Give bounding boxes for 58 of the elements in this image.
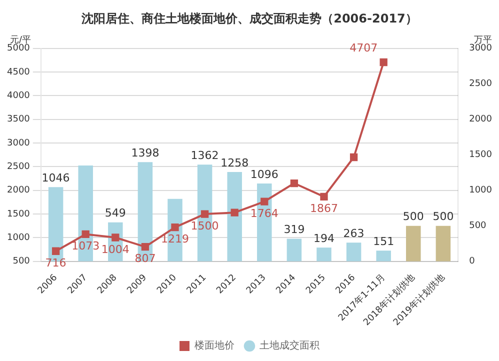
data-label: 1046 [42,171,70,184]
data-label: 194 [314,232,334,245]
data-label: 1398 [131,146,160,160]
y-tick-label: 4500 [7,67,30,78]
bar [286,238,302,262]
point [200,210,209,218]
point [171,223,179,232]
data-label: 500 [432,210,454,224]
bar [227,172,242,262]
point [380,58,388,66]
y-tick-label: 1500 [7,209,30,220]
y2-tick-label: 3000 [469,44,492,54]
point [320,192,328,200]
y2-tick-label: 1000 [469,186,492,196]
data-label: 1219 [161,232,189,246]
bar [138,162,153,262]
data-label: 263 [343,227,364,240]
data-label: 1258 [220,156,249,170]
data-label: 716 [45,256,66,270]
data-label: 1867 [310,202,338,216]
legend-label: 土地成交面积 [260,340,320,352]
y2-tick-label: 1500 [469,150,492,160]
point [350,153,358,162]
bar [346,242,362,262]
data-label: 1764 [250,206,278,220]
bar [436,226,451,262]
data-label: 1362 [190,149,219,162]
point [230,208,238,216]
bar [406,226,421,262]
data-label: 319 [284,223,305,236]
point [141,242,150,251]
y-tick-label: 1000 [7,233,30,244]
y-tick-label: 5000 [7,44,30,54]
point [112,234,120,242]
point [290,179,298,188]
y-tick-label: 3000 [7,138,30,148]
point [82,230,90,238]
point [260,198,268,206]
data-label: 1096 [250,168,278,181]
y2-tick-label: 0 [469,256,476,267]
y2-tick-label: 2000 [469,114,492,125]
y-tick-label: 2000 [7,186,30,196]
data-label: 500 [402,210,424,224]
legend-label: 楼面地价 [194,340,234,352]
y-tick-label: 3500 [7,114,30,125]
bar [376,250,391,262]
bar [316,248,332,262]
data-label: 151 [373,234,394,248]
y-tick-label: 500 [12,256,30,267]
y-tick-label: 4000 [7,91,30,102]
y2-tick-label: 500 [469,221,487,232]
chart-title: 沈阳居住、商住土地楼面地价、成交面积走势（2006-2017） [80,11,418,26]
data-label: 807 [134,252,156,266]
data-label: 4707 [350,42,378,55]
data-label: 549 [104,206,126,220]
point [52,247,60,255]
y2-tick-label: 2500 [469,79,492,90]
y-tick-label: 2500 [7,162,30,172]
